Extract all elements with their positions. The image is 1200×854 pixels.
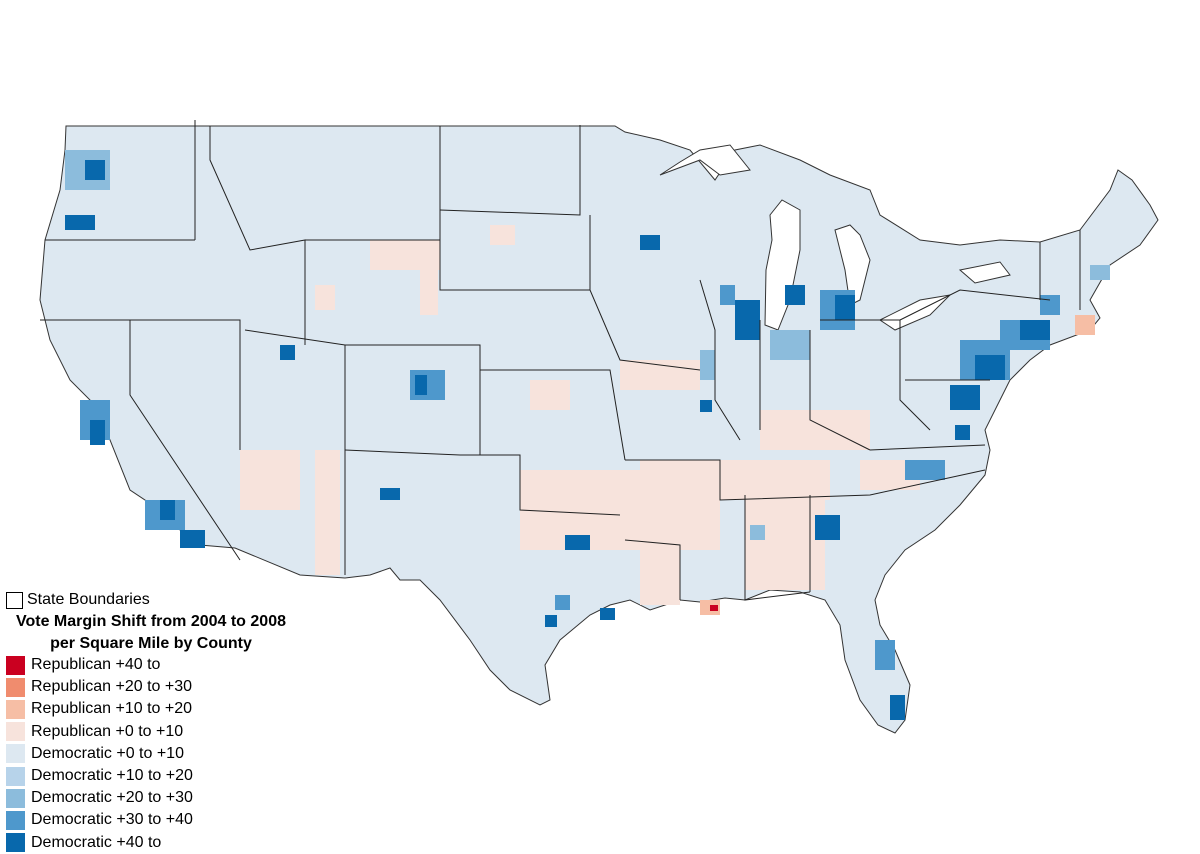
legend-swatch bbox=[6, 699, 25, 719]
legend-swatch bbox=[6, 833, 25, 853]
legend-items: Republican +40 to Republican +20 to +30 … bbox=[6, 654, 306, 854]
state-boundary-legend: State Boundaries bbox=[6, 590, 306, 610]
legend-item: Democratic +10 to +20 bbox=[6, 765, 306, 787]
legend-swatch bbox=[6, 810, 25, 830]
legend-swatch bbox=[6, 655, 25, 675]
usa-land bbox=[39, 125, 1159, 734]
legend-title-line2: per Square Mile by County bbox=[50, 635, 252, 652]
legend-item-label: Democratic +0 to +10 bbox=[31, 744, 184, 762]
legend-item: Democratic +30 to +40 bbox=[6, 809, 306, 831]
map-legend: State Boundaries Vote Margin Shift from … bbox=[6, 590, 306, 854]
legend-item-label: Republican +20 to +30 bbox=[31, 678, 193, 696]
legend-item-label: Democratic +30 to +40 bbox=[31, 811, 193, 829]
legend-item: Democratic +20 to +30 bbox=[6, 787, 306, 809]
legend-item: Democratic +40 to bbox=[6, 832, 306, 854]
legend-item-label: Republican +40 to bbox=[31, 656, 161, 674]
legend-item-label: Democratic +40 to bbox=[31, 833, 162, 851]
legend-item-label: Democratic +20 to +30 bbox=[31, 789, 193, 807]
legend-swatch bbox=[6, 677, 25, 697]
legend-swatch bbox=[6, 722, 25, 742]
great-lakes bbox=[659, 144, 1011, 331]
legend-swatch bbox=[6, 744, 25, 764]
legend-item-label: Republican +10 to +20 bbox=[31, 700, 193, 718]
legend-swatch bbox=[6, 788, 25, 808]
legend-item: Democratic +0 to +10 bbox=[6, 743, 306, 765]
legend-item: Republican +0 to +10 bbox=[6, 721, 306, 743]
legend-item: Republican +20 to +30 bbox=[6, 676, 306, 698]
legend-item-label: Democratic +10 to +20 bbox=[31, 767, 193, 785]
legend-swatch bbox=[6, 766, 25, 786]
legend-title-line1: Vote Margin Shift from 2004 to 2008 bbox=[16, 613, 286, 630]
county-patches bbox=[65, 150, 1110, 720]
boundary-swatch bbox=[6, 591, 23, 609]
boundary-label: State Boundaries bbox=[27, 591, 150, 608]
legend-item: Republican +40 to bbox=[6, 654, 306, 676]
legend-item: Republican +10 to +20 bbox=[6, 698, 306, 720]
state-boundaries bbox=[40, 120, 1081, 601]
legend-item-label: Republican +0 to +10 bbox=[31, 722, 184, 740]
